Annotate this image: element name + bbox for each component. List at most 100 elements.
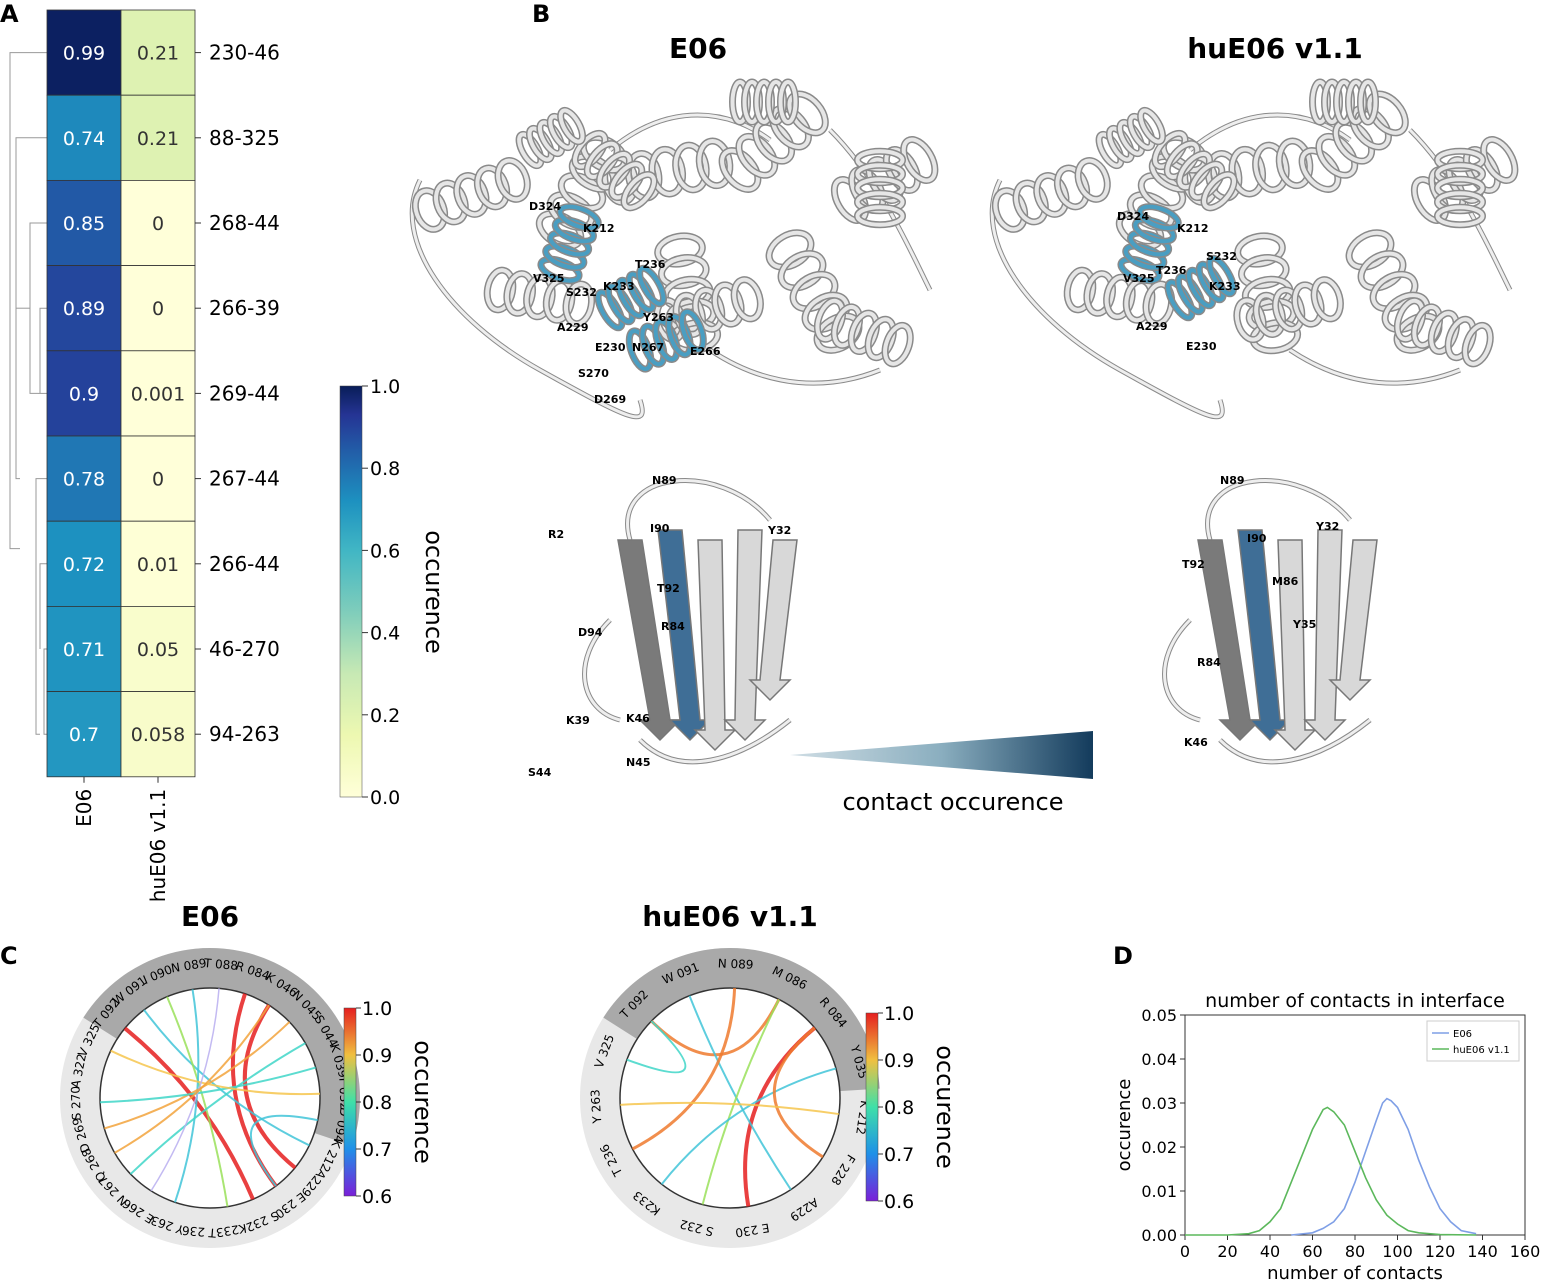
- helix-coil: [720, 148, 760, 192]
- helix-coil: [673, 143, 709, 192]
- beta-strand: [1328, 539, 1378, 702]
- protein-loop: [1206, 479, 1352, 541]
- colorbar-c-tick-label: 0.8: [884, 1097, 914, 1119]
- chord-residue-label: A 322: [68, 1052, 89, 1089]
- colorbar-a-tick-label: 1.0: [370, 376, 400, 398]
- helix: [718, 90, 829, 193]
- helix-coil: [1446, 317, 1476, 360]
- protein-loop: [626, 479, 772, 541]
- heatmap-cell: [120, 265, 196, 352]
- helix-coil: [779, 251, 825, 290]
- residue-label: Y263: [642, 311, 674, 324]
- residue-label: V325: [533, 272, 564, 285]
- protein-loop: [1162, 618, 1201, 723]
- panel-b-left-title: E06: [669, 32, 727, 65]
- heatmap-row-label: 268-44: [209, 211, 280, 235]
- helix-coil: [1138, 204, 1181, 231]
- residue-label: S232: [1206, 250, 1237, 263]
- helix-coil: [609, 162, 644, 200]
- beta-strand: [693, 539, 737, 752]
- residue-label: T92: [1182, 558, 1205, 571]
- chord-title: E06: [181, 900, 239, 933]
- gradient-label: contact occurence: [842, 788, 1063, 816]
- protein-loop: [1163, 618, 1201, 722]
- helix: [813, 297, 914, 368]
- helix-coil: [1207, 256, 1236, 296]
- chord-title: huE06 v1.1: [642, 900, 818, 933]
- chord-residue-label: E 230: [734, 1220, 770, 1240]
- x-tick-label: 40: [1260, 1242, 1280, 1261]
- chord-link: [688, 995, 792, 1191]
- protein-loop: [1408, 128, 1512, 291]
- colorbar-a-scale: [339, 385, 363, 798]
- heatmap-cell-label: 0.21: [137, 43, 179, 65]
- helix-coil: [753, 120, 794, 164]
- protein-loop: [990, 179, 1224, 419]
- beta-strand: [723, 529, 767, 742]
- helix-coil: [1395, 298, 1425, 342]
- helix-coil: [1292, 282, 1324, 327]
- heatmap-cell-label: 0.05: [137, 639, 179, 661]
- helix-coil: [1177, 151, 1212, 190]
- helix-coil: [679, 309, 706, 352]
- heatmap-row-label: 266-39: [209, 296, 280, 320]
- heatmap-cell: [120, 606, 196, 693]
- helix-coil: [1034, 173, 1068, 217]
- colorbar-c-label: occurence: [409, 1040, 437, 1164]
- chord-link: [772, 1026, 824, 1159]
- helix-coil: [1350, 106, 1391, 149]
- helix-coil: [736, 134, 777, 178]
- y-tick-label: 0.03: [1141, 1094, 1177, 1113]
- beta-strand: [617, 539, 682, 742]
- helix-coil: [693, 288, 724, 332]
- chord-link: [110, 1049, 320, 1096]
- residue-label: I90: [1247, 532, 1267, 545]
- heatmap-cell: [46, 606, 122, 693]
- helix-coil: [767, 230, 813, 270]
- helix-coil: [732, 277, 763, 321]
- helix-coil: [1463, 323, 1493, 366]
- residue-label: K39: [566, 714, 590, 727]
- panel-label-c: C: [0, 942, 18, 970]
- helix-coil: [1277, 139, 1312, 188]
- chord-residue-label: T 088: [202, 956, 238, 973]
- helix-coil: [1254, 293, 1285, 337]
- helix: [1233, 276, 1344, 344]
- heatmap-cell: [120, 350, 196, 437]
- residue-label: R84: [1197, 656, 1221, 669]
- residue-label: N89: [1220, 474, 1245, 487]
- helix-coil: [901, 137, 937, 183]
- helix-coil: [883, 323, 913, 366]
- heatmap-cell: [120, 94, 196, 181]
- residue-label: V325: [1123, 272, 1154, 285]
- helix: [1298, 90, 1409, 193]
- heatmap-chart: 0.99 0.21 230-46 0.74 0.21 88-325 0.85 0 268-44 0…: [9, 9, 280, 902]
- helix: [537, 203, 602, 285]
- chord-link: [626, 1020, 687, 1074]
- helix-coil: [563, 282, 594, 326]
- colorbar-a-tick-label: 0.4: [370, 623, 400, 645]
- heatmap-cell-label: 0.7: [69, 724, 99, 746]
- heatmap-cell-label: 0.99: [63, 43, 105, 65]
- heatmap-row-label: 94-263: [209, 722, 280, 746]
- helix: [991, 157, 1111, 233]
- residue-label: M86: [1272, 575, 1299, 588]
- helix-coil: [597, 151, 632, 190]
- helix-coil: [475, 166, 509, 209]
- heatmap-cell: [46, 265, 122, 352]
- helix: [1309, 78, 1379, 126]
- helix-coil: [622, 172, 656, 210]
- panel-label-b: B: [532, 0, 551, 28]
- helix-coil: [1481, 137, 1517, 183]
- helix: [594, 264, 667, 332]
- series-line: [1185, 1106, 1477, 1236]
- beta-barrel: [582, 478, 798, 765]
- heatmap-cell-label: 0: [152, 469, 164, 491]
- residue-label: K233: [603, 280, 635, 293]
- chord-ring-dark: [603, 948, 880, 1092]
- y-tick-label: 0.00: [1141, 1226, 1177, 1245]
- beta-strand: [748, 539, 798, 702]
- residue-label: D94: [578, 626, 603, 639]
- helix-coil: [1429, 311, 1459, 354]
